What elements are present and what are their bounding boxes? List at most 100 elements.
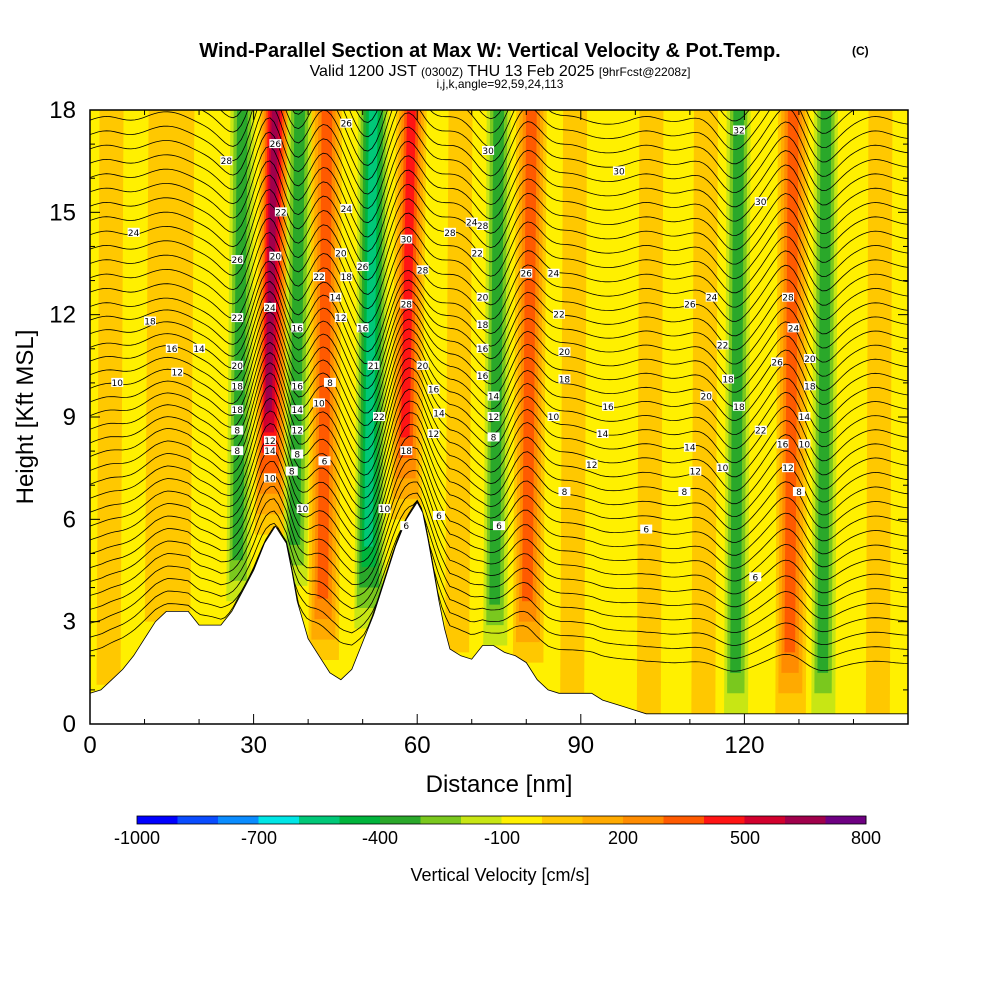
- y-tick-label: 15: [49, 199, 76, 226]
- contour-label-text: 10: [264, 474, 276, 484]
- velocity-band-level: [166, 110, 195, 612]
- contour-label-text: 12: [335, 314, 346, 324]
- contour-label: 20: [558, 347, 571, 358]
- title-copyright-mark: (C): [852, 44, 869, 58]
- downdraft-band: [483, 110, 511, 646]
- colorbar-swatch: [825, 816, 867, 824]
- contour-label: 22: [231, 313, 244, 324]
- contour-label-text: 24: [548, 270, 560, 280]
- isentrope-line: [200, 110, 908, 152]
- y-tick-label: 0: [63, 711, 76, 738]
- velocity-band-level: [445, 110, 473, 653]
- contour-label: 18: [476, 319, 489, 331]
- contour-label: 14: [329, 292, 342, 304]
- colorbar-swatch: [542, 816, 583, 824]
- contour-label-text: 16: [602, 403, 614, 413]
- contour-label: 24: [787, 323, 800, 334]
- contour-label-text: 22: [373, 413, 384, 423]
- colorbar-tick-label: -100: [484, 828, 520, 848]
- colorbar-swatch: [137, 816, 178, 824]
- contour-label-text: 20: [270, 253, 282, 263]
- contour-label: 14: [263, 446, 276, 457]
- colorbar-tick-label: 800: [851, 828, 881, 848]
- contour-label: 14: [291, 405, 304, 416]
- updraft-band: [512, 110, 547, 663]
- contour-label-text: 21: [368, 362, 379, 372]
- contour-label-text: 6: [643, 526, 649, 536]
- contour-label-text: 16: [777, 440, 789, 450]
- updraft-band: [254, 110, 291, 535]
- contour-label: 12: [263, 435, 276, 447]
- contour-label: 14: [487, 391, 500, 403]
- contour-label: 10: [111, 377, 124, 389]
- contour-label: 6: [640, 524, 653, 536]
- contour-label: 8: [291, 449, 304, 461]
- isentrope-line: [90, 188, 908, 281]
- contour-label: 10: [547, 412, 560, 423]
- contour-label-text: 10: [297, 505, 309, 515]
- contour-label: 8: [285, 466, 298, 478]
- colorbar-tick-label: 200: [608, 828, 638, 848]
- contour-label: 28: [400, 299, 413, 310]
- contour-label: 8: [231, 425, 244, 437]
- colorbar-swatch: [623, 816, 664, 824]
- contour-label: 12: [291, 425, 304, 437]
- colorbar-label: Vertical Velocity [cm/s]: [410, 865, 589, 885]
- contour-label-text: 20: [417, 362, 429, 372]
- contour-label-text: 8: [327, 379, 333, 389]
- contour-label: 24: [705, 292, 718, 304]
- contour-label: 12: [585, 459, 598, 471]
- contour-label: 22: [274, 207, 287, 218]
- contour-label: 30: [754, 197, 767, 208]
- updraft-band: [560, 110, 588, 694]
- contour-label: 16: [291, 381, 304, 392]
- contour-label-text: 26: [684, 300, 696, 310]
- isentrope-line: [90, 499, 908, 659]
- isentrope-line: [90, 231, 908, 324]
- colorbar-swatch: [785, 816, 826, 824]
- colorbar-tick-label: -700: [241, 828, 277, 848]
- contour-label: 20: [476, 292, 489, 304]
- isentrope-line: [90, 145, 908, 238]
- contour-label: 18: [722, 374, 735, 385]
- contour-label: 10: [798, 439, 811, 450]
- colorbar-swatch: [420, 816, 462, 824]
- chart-title: Wind-Parallel Section at Max W: Vertical…: [199, 40, 780, 62]
- contour-label-text: 18: [722, 375, 734, 385]
- isentrope-line: [90, 203, 908, 295]
- contour-label-text: 26: [232, 256, 244, 266]
- contour-label-text: 14: [684, 444, 696, 454]
- contour-label: 14: [193, 343, 206, 355]
- contour-label-text: 12: [172, 369, 183, 379]
- contour-label-text: 8: [294, 451, 300, 461]
- contour-label: 16: [427, 384, 440, 396]
- colorbar-tick-labels: -1000 -700 -400 -100 200 500 800: [114, 828, 881, 848]
- isentrope-line: [90, 131, 908, 224]
- isentrope-line: [90, 160, 908, 252]
- contour-label: 22: [754, 425, 767, 437]
- contour-label: 24: [340, 203, 353, 215]
- x-axis-label: Distance [nm]: [426, 771, 573, 798]
- contour-label: 18: [340, 272, 353, 283]
- contour-label: 12: [427, 429, 440, 440]
- colorbar-swatch: [461, 816, 502, 824]
- contour-label-text: 6: [403, 522, 409, 532]
- contour-label: 20: [231, 360, 244, 372]
- contour-label-text: 8: [234, 447, 240, 457]
- contour-label: 28: [443, 227, 456, 239]
- contour-label: 20: [416, 360, 429, 372]
- velocity-band-level: [522, 110, 537, 602]
- contour-label: 20: [803, 354, 816, 365]
- contour-label-text: 10: [799, 440, 811, 450]
- contour-label-text: 14: [488, 393, 500, 403]
- contour-label: 18: [400, 446, 413, 457]
- contour-label-text: 16: [428, 386, 440, 396]
- isentrope-line: [90, 341, 908, 451]
- contour-label: 28: [476, 220, 489, 232]
- contour-label-text: 14: [330, 294, 342, 304]
- velocity-band-level: [560, 110, 588, 694]
- contour-label: 12: [487, 412, 500, 423]
- contour-label: 16: [356, 323, 369, 334]
- colorbar-swatch: [299, 816, 340, 824]
- axes: 0 30 60 90 120 0 3 6 9 12 15 18: [49, 97, 908, 759]
